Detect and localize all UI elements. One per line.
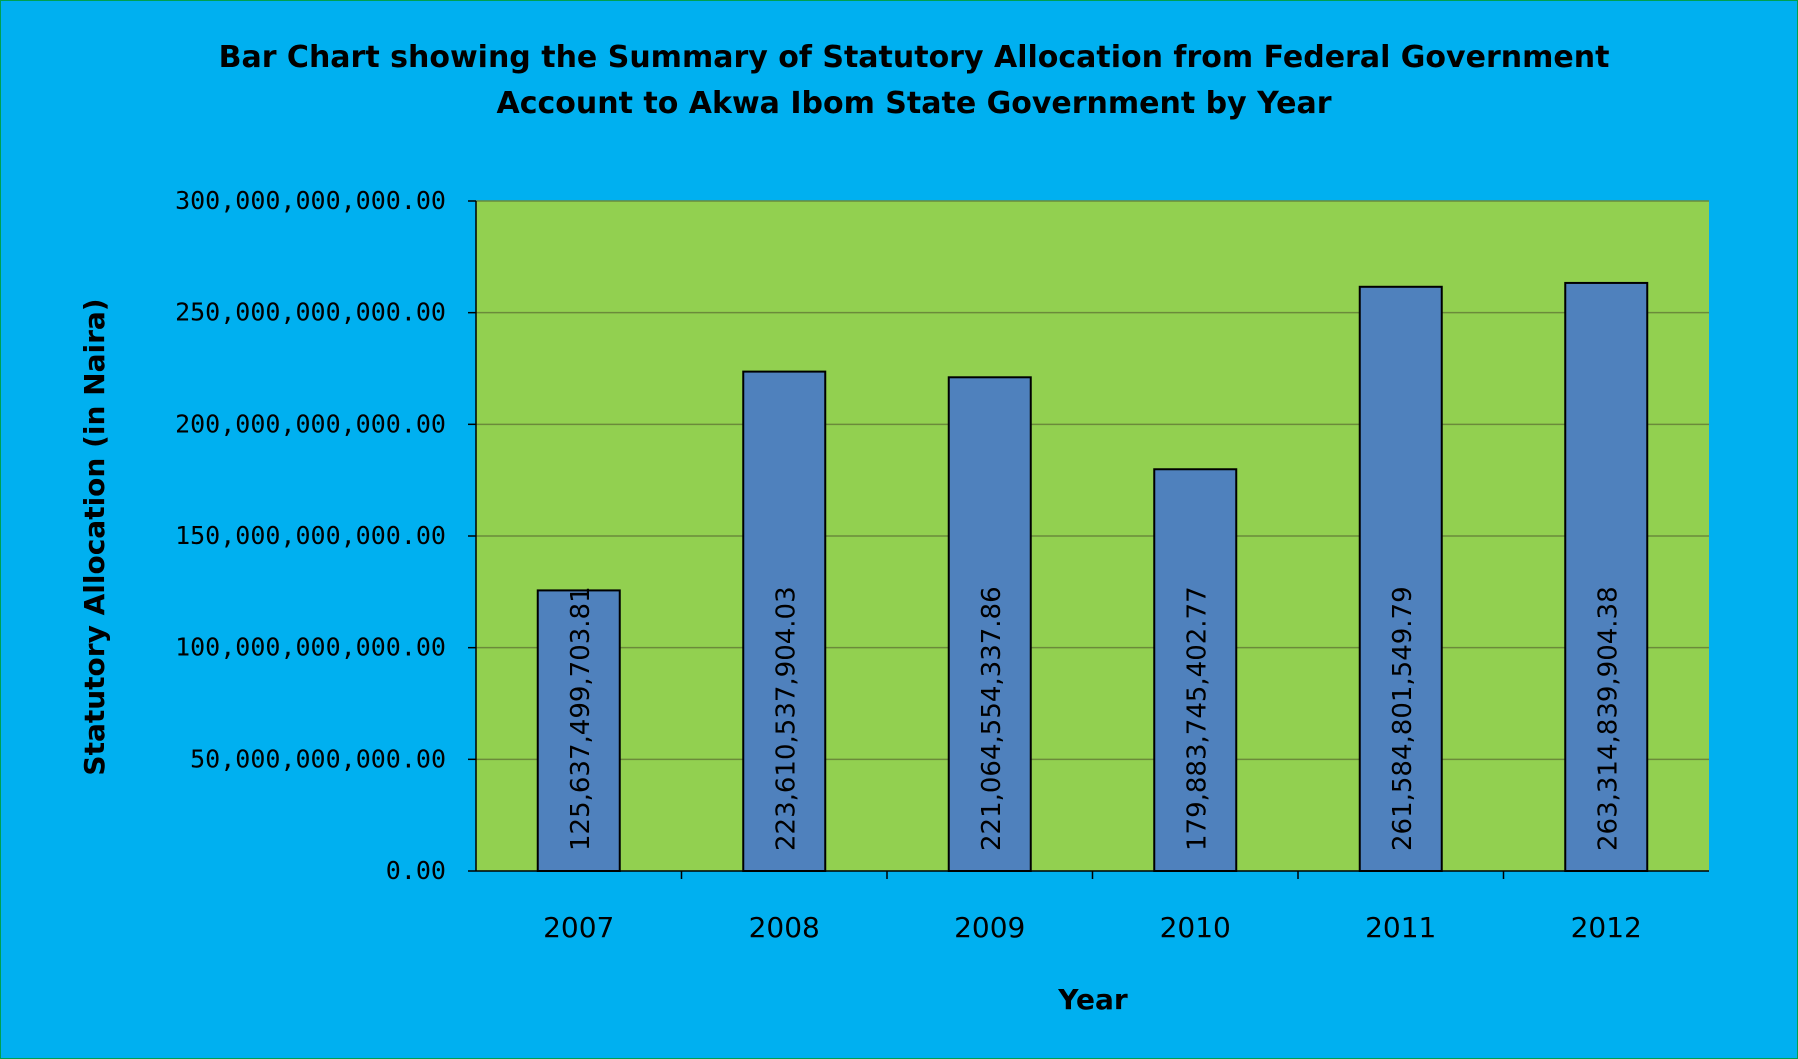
data-label-2007: 125,637,499,703.81 <box>566 586 596 851</box>
data-label-2008: 223,610,537,904.03 <box>771 586 801 851</box>
x-tick-label-2008: 2008 <box>749 911 820 944</box>
data-label-2011: 261,584,801,549.79 <box>1388 586 1418 851</box>
bar-2008 <box>742 370 827 872</box>
y-tick-label: 150,000,000,000.00 <box>175 521 446 550</box>
y-tick-label: 200,000,000,000.00 <box>175 409 446 438</box>
x-axis-title: Year <box>1057 983 1128 1016</box>
y-tick-label: 300,000,000,000.00 <box>175 186 446 215</box>
data-label-2012: 263,314,839,904.38 <box>1593 586 1623 851</box>
x-tick-label-2011: 2011 <box>1365 911 1436 944</box>
bar-2009 <box>947 376 1032 872</box>
data-label-2010: 179,883,745,402.77 <box>1182 586 1212 851</box>
bar-2012 <box>1564 281 1649 872</box>
chart-title-line-1: Bar Chart showing the Summary of Statuto… <box>219 40 1610 75</box>
data-label-2009: 221,064,554,337.86 <box>977 586 1007 851</box>
x-tick-label-2010: 2010 <box>1160 911 1231 944</box>
plot-area-group: 0.00 50,000,000,000.00 100,000,000,000.00 1… <box>175 186 1709 944</box>
bar-2007 <box>536 589 621 873</box>
y-tick-label: 250,000,000,000.00 <box>175 298 446 327</box>
x-tick-label-2007: 2007 <box>543 911 614 944</box>
x-tick-label-2012: 2012 <box>1571 911 1642 944</box>
bar-2010 <box>1153 468 1238 872</box>
chart-title-line-2: Account to Akwa Ibom State Government by… <box>496 86 1331 121</box>
y-tick-label: 0.00 <box>386 856 446 885</box>
y-tick-label: 50,000,000,000.00 <box>190 744 446 773</box>
bar-2011 <box>1358 285 1443 872</box>
y-axis-title: Statutory Allocation (in Naira) <box>78 298 111 775</box>
y-tick-label: 100,000,000,000.00 <box>175 633 446 662</box>
x-tick-label-2009: 2009 <box>954 911 1025 944</box>
